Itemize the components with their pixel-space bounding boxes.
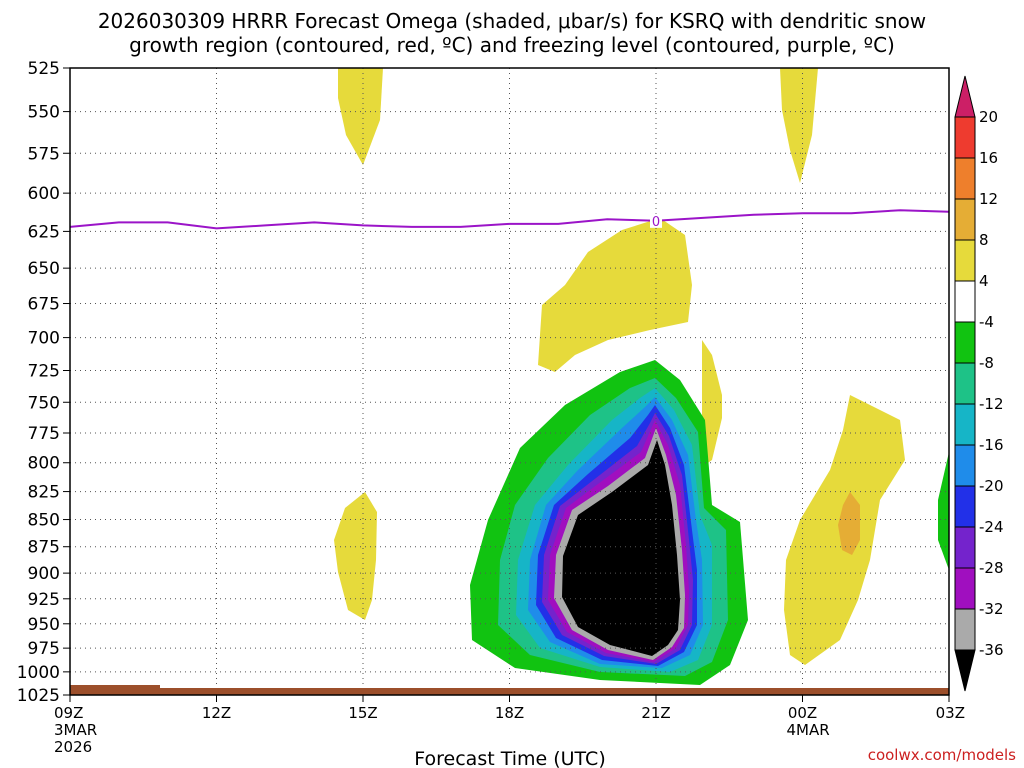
- colorbar-label: -20: [979, 477, 1004, 495]
- colorbar-segment: [954, 157, 976, 200]
- y-tick-label: 700: [28, 329, 60, 349]
- y-tick-label: 625: [28, 222, 60, 242]
- y-tick-label: 975: [28, 639, 60, 659]
- colorbar-segment: [954, 567, 976, 610]
- colorbar-segment: [954, 321, 976, 364]
- watermark: coolwx.com/models: [868, 746, 1016, 764]
- y-tick-label: 725: [28, 361, 60, 381]
- colorbar-segment: [954, 526, 976, 569]
- y-tick-label: 650: [28, 259, 60, 279]
- y-tick-label: 525: [28, 59, 60, 79]
- y-tick-label: 575: [28, 144, 60, 164]
- colorbar-label: -28: [979, 559, 1004, 577]
- y-tick-label: 950: [28, 615, 60, 635]
- freezing-level-label-bg: [650, 213, 662, 228]
- colorbar-label: -4: [979, 313, 994, 331]
- y-tick-label: 1000: [17, 663, 60, 683]
- omega-positive-region: [780, 68, 818, 183]
- y-tick-label: 550: [28, 103, 60, 123]
- x-axis-label: Forecast Time (UTC): [414, 748, 605, 768]
- colorbar-segment: [954, 403, 976, 446]
- terrain-strip: [70, 688, 949, 695]
- y-tick-label: 825: [28, 483, 60, 503]
- x-tick-date: 4MAR: [787, 721, 830, 739]
- chart-title-line-2: growth region (contoured, red, ºC) and f…: [129, 33, 895, 57]
- y-axis: 525 550 575 600 625 650 675 700 725 750 775 800 825 8…: [17, 59, 70, 706]
- omega-positive-region: [338, 68, 383, 165]
- colorbar-segment: [954, 362, 976, 405]
- x-tick-year: 2026: [54, 738, 92, 756]
- colorbar-label: 8: [979, 231, 989, 249]
- colorbar-label: 12: [979, 190, 998, 208]
- omega-right-edge-region: [938, 452, 949, 570]
- colorbar-label: -24: [979, 518, 1004, 536]
- x-tick-label: 09Z: [54, 704, 83, 722]
- colorbar-segment: [954, 239, 976, 282]
- x-tick-label: 00Z: [788, 704, 817, 722]
- colorbar-segment: [954, 444, 976, 487]
- omega-negative-core: [562, 440, 680, 656]
- omega-positive-region-12: [838, 492, 860, 555]
- colorbar-label: -36: [979, 641, 1004, 659]
- x-tick-label: 03Z: [936, 704, 965, 722]
- colorbar-segment: [954, 485, 976, 528]
- chart-title-line-1: 2026030309 HRRR Forecast Omega (shaded, …: [98, 9, 926, 33]
- colorbar-segment: [954, 198, 976, 241]
- freezing-level-label: 0: [652, 215, 660, 230]
- y-tick-label: 900: [28, 564, 60, 584]
- omega-positive-region: [538, 218, 692, 372]
- x-tick-label: 12Z: [202, 704, 231, 722]
- y-tick-label: 800: [28, 454, 60, 474]
- omega-positive-region: [702, 340, 722, 465]
- terrain-strip-bump: [70, 685, 160, 689]
- colorbar-label: 4: [979, 272, 989, 290]
- colorbar-segment: [954, 280, 976, 323]
- colorbar-min-arrow: [954, 649, 976, 692]
- x-tick-label: 18Z: [495, 704, 524, 722]
- y-tick-label: 850: [28, 511, 60, 531]
- x-tick-label: 15Z: [348, 704, 377, 722]
- omega-shading: [334, 68, 949, 685]
- y-tick-label: 750: [28, 393, 60, 413]
- freezing-level-contour: [69, 209, 950, 230]
- colorbar-max-arrow: [954, 75, 976, 118]
- colorbar-segment: [954, 116, 976, 159]
- colorbar-label: -32: [979, 600, 1004, 618]
- y-tick-label: 775: [28, 424, 60, 444]
- y-tick-label: 875: [28, 538, 60, 558]
- colorbar: 20 16 12 8 4 -4 -8 -12 -16 -20 -24 -28 -32 -36: [954, 75, 1004, 692]
- colorbar-segment: [954, 608, 976, 651]
- y-tick-label: 600: [28, 184, 60, 204]
- y-tick-label: 1025: [17, 686, 60, 706]
- colorbar-label: -12: [979, 395, 1004, 413]
- colorbar-label: -16: [979, 436, 1004, 454]
- x-tick-date: 3MAR: [54, 721, 97, 739]
- omega-positive-region: [334, 492, 377, 620]
- colorbar-label: 20: [979, 108, 998, 126]
- x-tick-label: 21Z: [641, 704, 670, 722]
- y-tick-label: 675: [28, 295, 60, 315]
- colorbar-label: -8: [979, 354, 994, 372]
- y-tick-label: 925: [28, 590, 60, 610]
- colorbar-label: 16: [979, 149, 998, 167]
